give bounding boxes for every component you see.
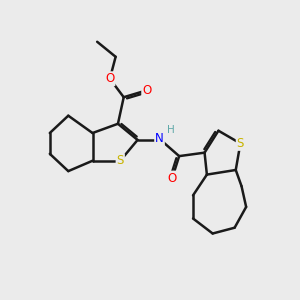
Text: O: O [105, 72, 115, 85]
Text: S: S [117, 154, 124, 167]
Text: N: N [155, 132, 164, 145]
Text: H: H [167, 125, 175, 135]
Text: S: S [237, 137, 244, 150]
Text: O: O [142, 84, 152, 97]
Text: O: O [168, 172, 177, 184]
